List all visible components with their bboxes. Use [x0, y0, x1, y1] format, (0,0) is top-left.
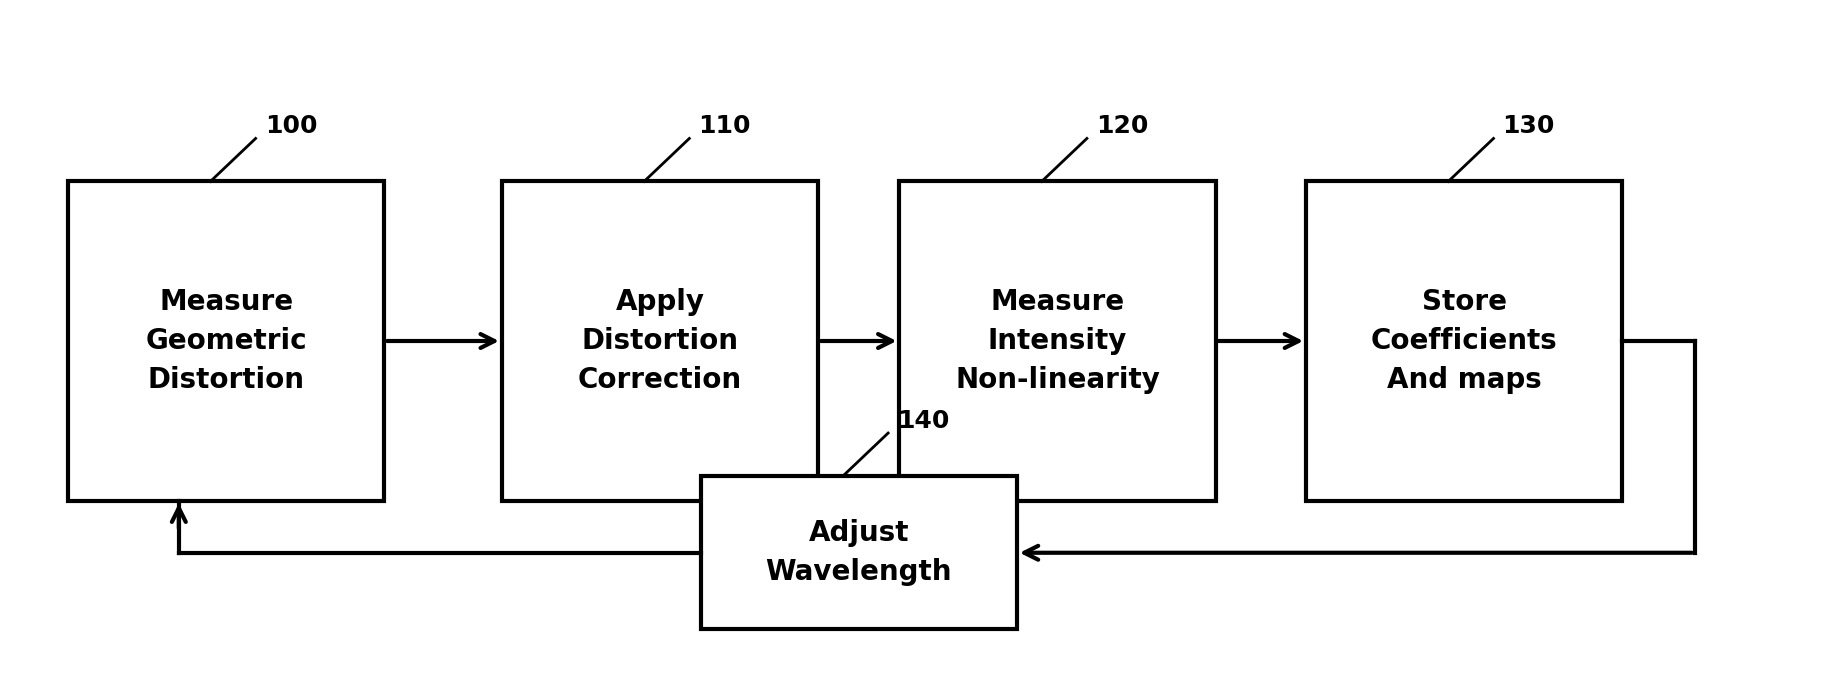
Text: Measure
Geometric
Distortion: Measure Geometric Distortion	[146, 288, 308, 394]
Bar	[701, 476, 1016, 629]
Text: Adjust
Wavelength: Adjust Wavelength	[765, 519, 952, 587]
Text: 120: 120	[1095, 115, 1149, 138]
Text: 140: 140	[898, 409, 950, 433]
Bar	[900, 181, 1215, 501]
Text: 100: 100	[266, 115, 317, 138]
Bar	[502, 181, 819, 501]
Text: 130: 130	[1503, 115, 1554, 138]
Text: Apply
Distortion
Correction: Apply Distortion Correction	[577, 288, 741, 394]
Bar	[68, 181, 384, 501]
Text: Measure
Intensity
Non-linearity: Measure Intensity Non-linearity	[955, 288, 1160, 394]
Bar	[1306, 181, 1623, 501]
Text: 110: 110	[699, 115, 751, 138]
Text: Store
Coefficients
And maps: Store Coefficients And maps	[1370, 288, 1558, 394]
